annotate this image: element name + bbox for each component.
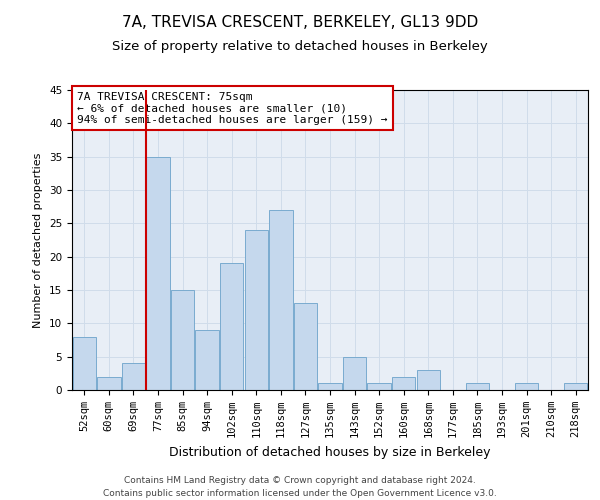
Bar bbox=[343, 356, 366, 390]
Bar bbox=[171, 290, 194, 390]
Y-axis label: Number of detached properties: Number of detached properties bbox=[34, 152, 43, 328]
Text: Contains HM Land Registry data © Crown copyright and database right 2024.
Contai: Contains HM Land Registry data © Crown c… bbox=[103, 476, 497, 498]
Text: 7A TREVISA CRESCENT: 75sqm
← 6% of detached houses are smaller (10)
94% of semi-: 7A TREVISA CRESCENT: 75sqm ← 6% of detac… bbox=[77, 92, 388, 124]
Bar bbox=[319, 384, 341, 390]
Text: 7A, TREVISA CRESCENT, BERKELEY, GL13 9DD: 7A, TREVISA CRESCENT, BERKELEY, GL13 9DD bbox=[122, 15, 478, 30]
Bar bbox=[294, 304, 317, 390]
Bar bbox=[73, 336, 96, 390]
Bar bbox=[196, 330, 219, 390]
Bar bbox=[392, 376, 415, 390]
Bar bbox=[122, 364, 145, 390]
Bar bbox=[416, 370, 440, 390]
Text: Size of property relative to detached houses in Berkeley: Size of property relative to detached ho… bbox=[112, 40, 488, 53]
Bar bbox=[269, 210, 293, 390]
Bar bbox=[146, 156, 170, 390]
Bar bbox=[564, 384, 587, 390]
X-axis label: Distribution of detached houses by size in Berkeley: Distribution of detached houses by size … bbox=[169, 446, 491, 458]
Bar bbox=[245, 230, 268, 390]
Bar bbox=[515, 384, 538, 390]
Bar bbox=[220, 264, 244, 390]
Bar bbox=[466, 384, 489, 390]
Bar bbox=[97, 376, 121, 390]
Bar bbox=[367, 384, 391, 390]
